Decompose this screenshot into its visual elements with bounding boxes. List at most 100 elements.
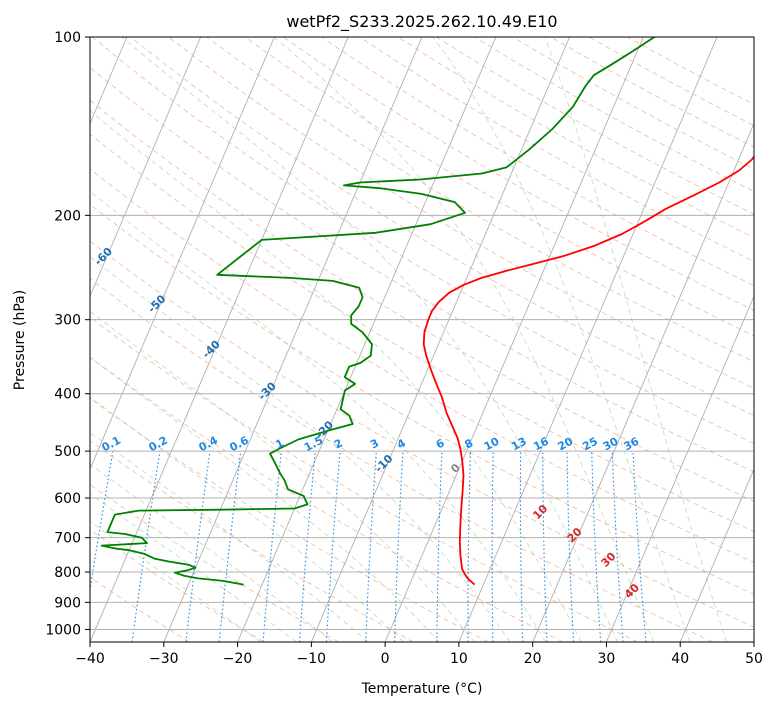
moist-adiabat-line (90, 110, 582, 642)
dry-adiabat-line (92, 37, 754, 444)
chart-title: wetPf2_S233.2025.262.10.49.E10 (286, 12, 557, 32)
isotherm-label: -80 (0, 144, 11, 167)
mixing-ratio-label: 10 (482, 435, 502, 454)
mixing-ratio-line (491, 451, 494, 642)
isotherm-line (90, 37, 349, 642)
dry-adiabat-line (168, 37, 754, 389)
moist-adiabat-line (90, 190, 547, 642)
y-tick-label: 100 (54, 30, 81, 46)
y-tick-label: 900 (54, 595, 81, 611)
moist-adiabat-line (90, 256, 511, 642)
dry-adiabat-line (90, 278, 713, 642)
mixing-ratio-line (365, 451, 377, 642)
x-axis-label: Temperature (°C) (361, 681, 483, 697)
dry-adiabat-line (627, 37, 754, 105)
y-tick-label: 1000 (45, 622, 81, 638)
isotherm-label: -40 (200, 338, 223, 361)
isotherm-line (163, 37, 423, 642)
moist-adiabat-line (90, 396, 404, 642)
isotherm-label: -60 (92, 245, 115, 268)
dry-adiabat-line (90, 316, 638, 642)
x-tick-label: −40 (75, 651, 105, 667)
mixing-ratio-line (566, 451, 575, 642)
dry-adiabat-line (90, 66, 754, 473)
mixing-ratio-label: 36 (622, 435, 642, 454)
moist-adiabat-line (90, 431, 369, 642)
y-axis-label: Pressure (hPa) (12, 290, 28, 390)
y-tick-label: 700 (54, 531, 81, 547)
mixing-ratio-label: 4 (395, 436, 408, 451)
mixing-ratio-line (591, 451, 602, 642)
x-tick-label: −10 (297, 651, 327, 667)
isotherm-line (679, 467, 754, 642)
isotherm-line (90, 37, 275, 471)
y-tick-label: 800 (54, 565, 81, 581)
isotherm-label: -50 (145, 292, 168, 315)
moist-adiabat-line (544, 37, 727, 642)
dry-adiabat-line (90, 133, 754, 532)
dry-adiabat-line (283, 37, 754, 311)
mixing-ratio-label: 3 (368, 436, 381, 451)
x-tick-label: 20 (524, 651, 542, 667)
moist-adiabat-line (90, 356, 440, 642)
x-tick-label: 50 (745, 651, 763, 667)
dry-adiabat-line (244, 37, 754, 337)
mixing-ratio-label: 6 (434, 436, 447, 451)
line-labels: 0.10.20.40.611.52346810131620253036-100-… (0, 144, 642, 601)
mixing-ratio-line (218, 451, 242, 642)
dry-adiabat-line (90, 356, 564, 642)
mixing-ratio-line (185, 451, 211, 642)
sounding-line (422, 155, 754, 586)
mixing-ratio-label: 25 (580, 435, 600, 454)
dry-adiabat-line (90, 440, 414, 642)
x-tick-label: −20 (223, 651, 253, 667)
isotherm-line (532, 122, 754, 642)
isotherm-line (605, 295, 754, 642)
moist-adiabat-label: 20 (565, 525, 585, 545)
mixing-ratio-label: 1 (273, 436, 286, 451)
mixing-ratio-line (394, 451, 404, 642)
y-tick-label: 600 (54, 491, 81, 507)
isotherm-line (753, 640, 754, 642)
moist-adiabat-line (90, 463, 333, 642)
plot-frame (89, 36, 755, 643)
moist-adiabat-line (90, 520, 261, 642)
y-tick-label: 300 (54, 313, 81, 329)
isotherm-line (90, 37, 202, 298)
dry-adiabat-line (321, 37, 754, 287)
moist-adiabat-label: 10 (530, 502, 550, 522)
moist-adiabat-line (90, 493, 297, 642)
x-tick-label: 0 (381, 651, 390, 667)
sounding-series (100, 37, 754, 586)
mixing-ratio-label: 20 (556, 435, 576, 454)
moist-adiabat-line (90, 310, 475, 642)
moist-adiabat-label: 30 (599, 549, 619, 569)
mixing-ratio-line (299, 451, 316, 642)
dry-adiabat-line (359, 37, 754, 262)
dry-adiabat-line (130, 37, 754, 417)
isotherm-label: -30 (256, 379, 279, 402)
dry-adiabat-line (90, 203, 754, 595)
isotherm-line (458, 37, 718, 642)
x-tick-label: 10 (450, 651, 468, 667)
isotherm-line (237, 37, 497, 642)
dry-adiabat-line (90, 397, 489, 642)
dry-adiabat-line (588, 37, 754, 127)
dry-adiabat-line (90, 240, 754, 628)
moist-adiabat-line (121, 37, 618, 642)
x-tick-label: 40 (671, 651, 689, 667)
pressure-gridlines (90, 36, 754, 630)
mixing-ratio-line (611, 451, 624, 642)
isotherm-line (384, 37, 644, 642)
x-axis: −40 −30 −20 −10 0 10 20 30 40 50 (75, 642, 763, 667)
mixing-ratio-line (131, 451, 161, 642)
dry-adiabat-line (90, 168, 754, 563)
isotherm-label: -10 (372, 452, 395, 475)
moist-adiabat-line (432, 37, 691, 642)
mixing-ratio-line (467, 451, 472, 642)
y-tick-label: 500 (54, 444, 81, 460)
y-axis: 100 200 300 400 500 600 700 800 900 1000 (45, 30, 90, 638)
sounding-line (100, 37, 655, 586)
mixing-ratio-label: 30 (601, 435, 621, 454)
